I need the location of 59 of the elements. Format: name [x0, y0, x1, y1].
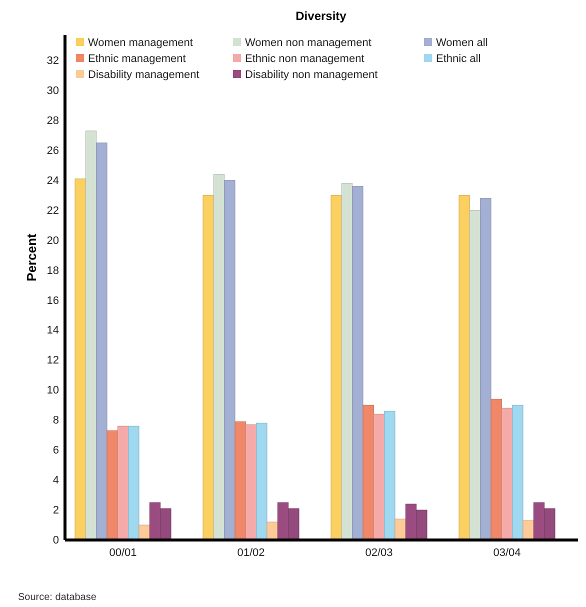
- legend-label: Women management: [88, 37, 193, 49]
- y-tick-label: 0: [52, 534, 59, 547]
- bar: [469, 210, 481, 540]
- x-tick-label: 02/03: [365, 546, 393, 559]
- bar: [256, 422, 268, 540]
- legend-label: Ethnic non management: [245, 53, 364, 65]
- y-tick-label: 28: [46, 114, 59, 127]
- legend-label: Women all: [436, 37, 488, 49]
- y-tick-label: 8: [52, 414, 59, 427]
- legend-label: Disability non management: [245, 69, 378, 81]
- bar: [245, 424, 257, 540]
- bar: [501, 408, 513, 540]
- bar: [373, 414, 385, 540]
- bar: [128, 426, 140, 540]
- bar: [394, 518, 406, 540]
- y-tick-label: 16: [46, 294, 59, 307]
- y-tick-label: 18: [46, 264, 59, 277]
- legend-label: Ethnic management: [88, 53, 186, 65]
- bar: [330, 195, 342, 540]
- bar: [362, 404, 374, 540]
- bar: [266, 522, 278, 540]
- bar: [202, 195, 214, 540]
- y-tick-label: 30: [46, 84, 59, 97]
- bar: [85, 130, 97, 540]
- x-tick-label: 00/01: [109, 546, 137, 559]
- bar: [74, 178, 86, 540]
- chart-title: Diversity: [296, 9, 347, 23]
- bar: [213, 174, 225, 540]
- bar: [512, 404, 524, 540]
- y-tick-label: 22: [46, 204, 59, 217]
- bar: [480, 198, 492, 540]
- bar: [106, 430, 118, 540]
- legend-label: Women non management: [245, 37, 372, 49]
- legend-label: Disability management: [88, 69, 200, 81]
- bar: [458, 195, 470, 540]
- y-tick-label: 10: [46, 384, 59, 397]
- bar: [96, 142, 108, 540]
- source-note: Source: database: [18, 592, 97, 603]
- bar: [117, 426, 129, 540]
- y-tick-label: 20: [46, 234, 59, 247]
- y-tick-label: 24: [46, 174, 59, 187]
- bar: [224, 180, 236, 540]
- y-tick-label: 2: [52, 504, 59, 517]
- y-tick-label: 6: [52, 444, 59, 457]
- bar: [341, 183, 353, 540]
- y-tick-label: 32: [46, 54, 59, 67]
- y-axis-title: Percent: [24, 232, 39, 282]
- y-tick-label: 4: [52, 474, 59, 487]
- legend-label: Ethnic all: [436, 53, 481, 65]
- bar: [522, 520, 534, 540]
- bar: [352, 186, 364, 540]
- y-tick-label: 26: [46, 144, 59, 157]
- x-tick-label: 03/04: [493, 546, 521, 559]
- bar: [490, 398, 502, 540]
- bar: [384, 410, 396, 540]
- y-tick-label: 14: [46, 324, 59, 337]
- y-tick-label: 12: [46, 354, 59, 367]
- x-tick-label: 01/02: [237, 546, 265, 559]
- bar: [234, 421, 246, 540]
